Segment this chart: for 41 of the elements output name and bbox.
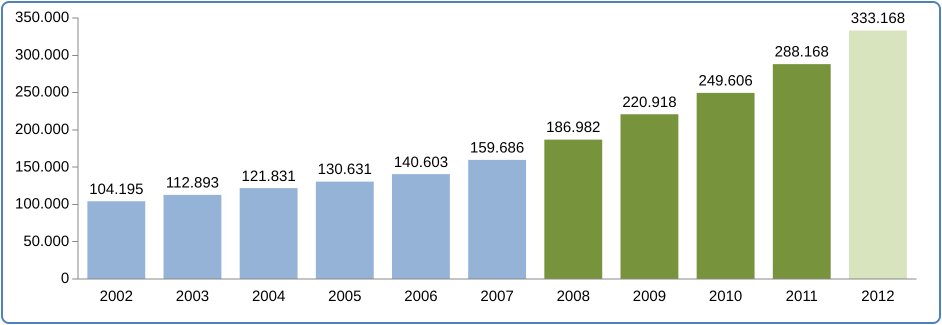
bar: [392, 174, 450, 278]
data-label: 333.168: [850, 10, 906, 28]
x-tick-label: 2008: [556, 288, 590, 306]
x-tick-label: 2004: [252, 288, 286, 306]
x-tick-label: 2002: [100, 288, 133, 306]
y-tick-label: 150.000: [14, 158, 70, 176]
x-tick-label: 2005: [328, 288, 362, 306]
y-tick-label: 200.000: [14, 121, 70, 138]
data-label: 159.686: [470, 140, 524, 157]
y-tick-label: 50.000: [23, 232, 70, 250]
data-label: 249.606: [698, 72, 753, 90]
bar: [240, 188, 298, 278]
bar: [468, 160, 526, 278]
x-tick-label: 2011: [786, 288, 818, 306]
x-tick-label: 2007: [480, 288, 514, 306]
bar: [316, 182, 374, 278]
y-tick-label: 250.000: [14, 84, 70, 101]
y-tick-label: 350.000: [14, 9, 70, 26]
bar: [848, 30, 907, 278]
data-label: 121.831: [242, 168, 296, 185]
data-label: 220.918: [622, 94, 677, 111]
data-label: 104.195: [89, 180, 144, 198]
data-label: 288.168: [774, 44, 829, 61]
x-tick-label: 2012: [861, 288, 895, 306]
data-label: 186.982: [546, 119, 600, 136]
bar: [620, 114, 678, 278]
y-tick-label: 300.000: [14, 46, 70, 64]
y-tick-label: 100.000: [14, 196, 70, 213]
bar: [87, 201, 146, 278]
bar: [696, 92, 755, 278]
bar: [164, 194, 222, 278]
bar: [772, 64, 831, 278]
data-label: 112.893: [166, 174, 220, 192]
data-label: 140.603: [394, 154, 448, 171]
x-tick-label: 2009: [632, 288, 666, 306]
bar: [544, 140, 602, 278]
x-tick-label: 2010: [708, 288, 742, 306]
data-label: 130.631: [318, 161, 372, 178]
x-tick-label: 2003: [176, 288, 210, 306]
y-tick-label: 0: [60, 270, 70, 288]
x-tick-label: 2006: [404, 288, 438, 306]
